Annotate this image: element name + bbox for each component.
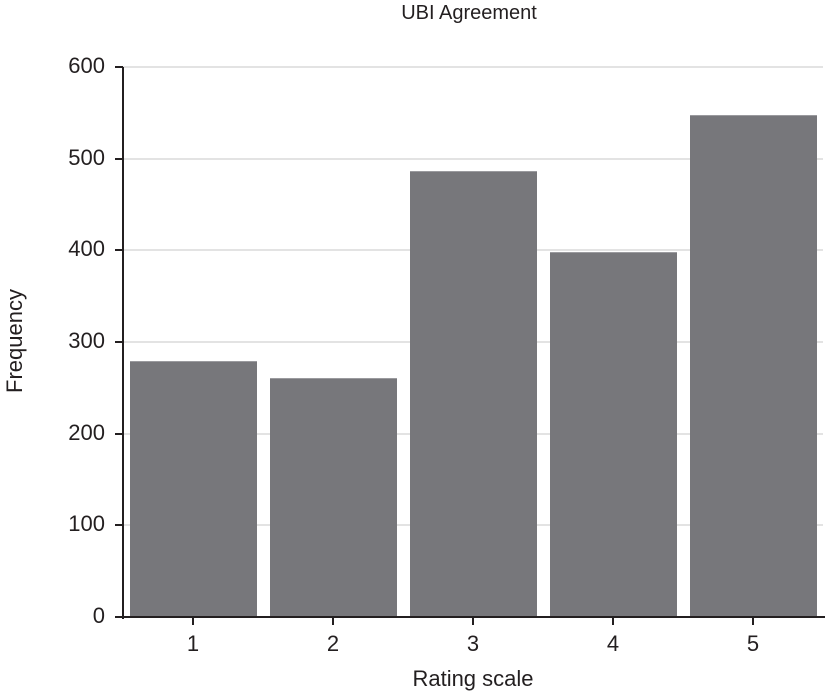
x-tick-label: 2 — [326, 631, 340, 656]
y-axis-title: Frequency — [2, 289, 27, 393]
x-tick-label: 1 — [186, 631, 200, 656]
y-tick-label: 100 — [68, 511, 105, 537]
y-tick-label: 600 — [68, 53, 105, 78]
chart-title: UBI Agreement — [401, 2, 537, 24]
x-tick-mark — [332, 617, 334, 625]
x-tick-label: 5 — [746, 631, 760, 656]
y-tick-label: 200 — [68, 419, 105, 445]
y-tick-mark — [115, 66, 123, 68]
gridline — [123, 66, 823, 68]
plot-area — [123, 66, 823, 617]
y-tick-label: 400 — [68, 236, 105, 262]
x-tick-mark — [612, 617, 614, 625]
x-tick-mark — [752, 617, 754, 625]
y-tick-label: 300 — [68, 328, 105, 353]
x-tick-label: 3 — [466, 631, 480, 656]
bar-4 — [550, 252, 677, 617]
bar-2 — [270, 377, 397, 617]
x-axis-title: Rating scale — [412, 666, 534, 691]
y-tick-mark — [115, 341, 123, 343]
bar-5 — [690, 114, 817, 617]
gridline — [123, 157, 823, 160]
y-tick-label: 500 — [68, 144, 105, 170]
x-tick-label: 4 — [606, 631, 620, 656]
y-tick-mark — [115, 249, 123, 252]
y-tick-mark — [115, 524, 123, 527]
y-tick-label: 0 — [92, 603, 105, 628]
bar-1 — [130, 361, 257, 617]
x-tick-mark — [472, 617, 474, 625]
y-tick-mark — [115, 432, 123, 435]
bar-3 — [410, 170, 537, 617]
x-tick-mark — [192, 617, 194, 625]
y-tick-mark — [115, 157, 123, 160]
y-axis-line — [122, 67, 124, 619]
y-tick-mark — [115, 616, 123, 618]
